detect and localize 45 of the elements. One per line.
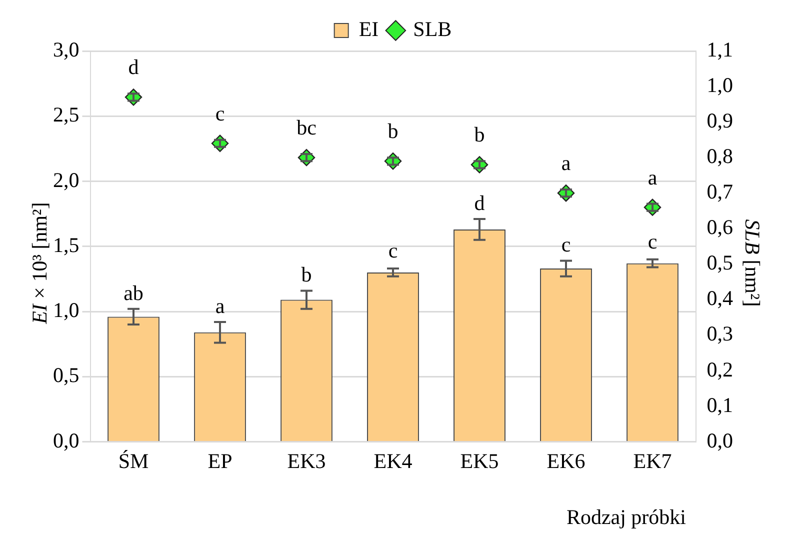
- data-label: c: [561, 232, 571, 257]
- data-label: d: [474, 191, 486, 216]
- data-label: ab: [124, 280, 144, 305]
- data-label: c: [648, 229, 658, 254]
- y-tick-label: 1,5: [53, 232, 80, 257]
- data-label: bc: [296, 116, 316, 140]
- y2-tick-label: 0,6: [706, 215, 733, 240]
- x-tick-label: EK7: [633, 448, 672, 473]
- x-tick-label: EK4: [374, 448, 413, 473]
- y-tick-label: 0,5: [53, 363, 80, 388]
- data-label: a: [561, 151, 572, 176]
- y2-tick-label: 0,7: [706, 180, 733, 204]
- x-tick-label: EK5: [460, 448, 499, 473]
- y2-tick-label: 0,0: [706, 428, 733, 452]
- data-label: b: [388, 119, 398, 144]
- data-label: d: [128, 55, 140, 80]
- data-label: c: [215, 101, 225, 126]
- y2-axis-title: SLB [nm²]: [740, 219, 764, 307]
- x-tick-label: EK6: [546, 448, 586, 473]
- legend-label: SLB: [413, 17, 452, 42]
- data-label: c: [388, 238, 398, 262]
- data-label: b: [474, 122, 485, 147]
- y-axis-title: EI × 10³ [nm²]: [28, 202, 52, 324]
- y-tick-label: 3,0: [53, 38, 80, 62]
- y2-tick-label: 0,2: [706, 357, 733, 382]
- x-tick-label: EP: [208, 448, 232, 473]
- y-tick-label: 2,0: [53, 168, 80, 192]
- y-tick-label: 2,5: [53, 102, 80, 127]
- x-axis-title: Rodzaj próbki: [566, 505, 686, 530]
- y2-tick-label: 0,4: [706, 286, 734, 310]
- data-label: a: [215, 294, 226, 318]
- x-tick-label: ŚM: [118, 448, 149, 473]
- data-label: a: [648, 165, 658, 190]
- y2-tick-label: 0,5: [706, 250, 733, 275]
- x-tick-label: EK3: [287, 448, 326, 473]
- y2-tick-label: 1,1: [706, 38, 733, 62]
- y2-tick-label: 0,9: [706, 108, 733, 133]
- y2-tick-label: 0,1: [706, 392, 733, 417]
- y2-tick-label: 0,8: [706, 144, 733, 168]
- y2-tick-label: 0,3: [706, 322, 733, 346]
- y-tick-label: 1,0: [53, 298, 80, 322]
- data-label: b: [301, 262, 312, 287]
- y2-tick-label: 1,0: [706, 73, 733, 98]
- legend-label: EI: [358, 17, 379, 42]
- y-tick-label: 0,0: [53, 428, 80, 452]
